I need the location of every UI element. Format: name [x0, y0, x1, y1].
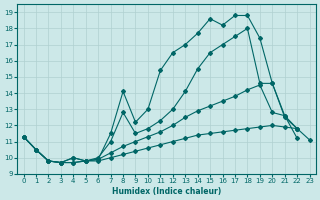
X-axis label: Humidex (Indice chaleur): Humidex (Indice chaleur)	[112, 187, 221, 196]
